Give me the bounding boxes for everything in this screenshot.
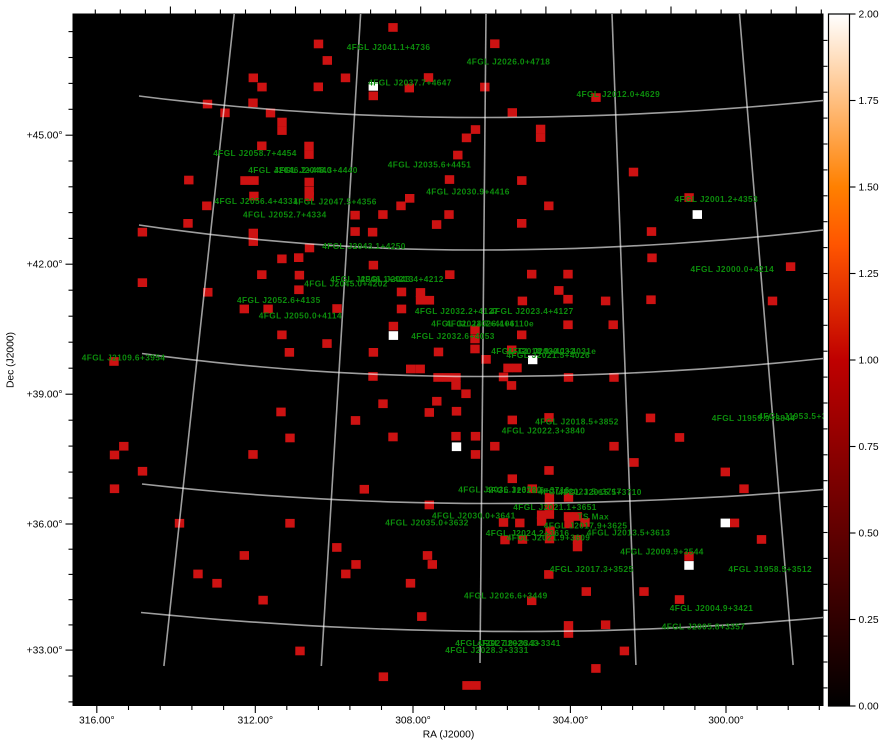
svg-text:4FGL J2000.0+4214: 4FGL J2000.0+4214 [690,264,774,274]
svg-text:4FGL J2018.9+4032: 4FGL J2018.9+4032 [491,346,575,356]
svg-text:4FGL J2036.1+3720: 4FGL J2036.1+3720 [458,485,542,495]
svg-text:4FGL J2047.5+4356: 4FGL J2047.5+4356 [293,196,377,206]
svg-text:2.00: 2.00 [859,10,879,21]
svg-text:4FGL J2043.4+4212: 4FGL J2043.4+4212 [360,274,444,284]
svg-text:4FGL J2017.3+3525: 4FGL J2017.3+3525 [550,564,634,574]
svg-text:+36.00°: +36.00° [27,520,63,531]
svg-text:308.00°: 308.00° [395,716,431,727]
svg-text:4FGL J2048.3+4440: 4FGL J2048.3+4440 [274,165,358,175]
svg-text:4FGL J2026.3+3341: 4FGL J2026.3+3341 [477,638,561,648]
svg-text:4FGL J2009.9+3544: 4FGL J2009.9+3544 [620,546,704,556]
svg-text:312.00°: 312.00° [237,716,273,727]
svg-text:1.50: 1.50 [859,183,879,194]
svg-text:TS Max: TS Max [578,511,610,521]
svg-text:4FGL J2017.9+3625: 4FGL J2017.9+3625 [544,521,628,531]
svg-text:4FGL J2022.3+3840: 4FGL J2022.3+3840 [502,426,586,436]
svg-text:4FGL J2035.0+3632: 4FGL J2035.0+3632 [385,518,469,528]
svg-text:4FGL J2018.5+3852: 4FGL J2018.5+3852 [535,416,619,426]
svg-text:4FGL J1953.5+3816: 4FGL J1953.5+3816 [758,411,842,421]
svg-text:4FGL J2043.1+4250: 4FGL J2043.1+4250 [322,241,406,251]
svg-text:4FGL J2032.6+4053: 4FGL J2032.6+4053 [411,331,495,341]
svg-text:4FGL J2028.3+3331: 4FGL J2028.3+3331 [445,645,529,655]
svg-text:4FGL J2027.0+3343: 4FGL J2027.0+3343 [455,638,539,648]
svg-text:4FGL J2021.5+4026: 4FGL J2021.5+4026 [506,350,590,360]
svg-text:304.00°: 304.00° [553,716,589,727]
svg-text:4FGL J2005.8+3357: 4FGL J2005.8+3357 [662,622,746,632]
svg-text:0.25: 0.25 [859,615,879,626]
svg-text:4FGL J2028.6+3716: 4FGL J2028.6+3716 [486,485,570,495]
svg-text:4FGL J2026.4+4110e: 4FGL J2026.4+4110e [446,319,534,329]
svg-text:+39.00°: +39.00° [27,390,63,401]
svg-text:4FGL J2026.0+4718: 4FGL J2026.0+4718 [467,56,551,66]
svg-text:300.00°: 300.00° [708,716,744,727]
svg-text:1.25: 1.25 [859,269,879,280]
svg-text:1.00: 1.00 [859,356,879,367]
svg-text:4FGL J2026.6+3449: 4FGL J2026.6+3449 [464,590,548,600]
svg-text:4FGL J2046.1+4213: 4FGL J2046.1+4213 [330,274,414,284]
svg-text:4FGL J2013.5+3613: 4FGL J2013.5+3613 [587,528,671,538]
svg-text:4FGL J2058.7+4454: 4FGL J2058.7+4454 [213,148,297,158]
svg-text:0.50: 0.50 [859,529,879,540]
svg-text:4FGL J2012.0+4629: 4FGL J2012.0+4629 [576,89,660,99]
svg-text:0.75: 0.75 [859,442,879,453]
svg-text:4FGL J1959.9+3844: 4FGL J1959.9+3844 [712,413,796,423]
svg-text:4FGL J2030.1+4031e: 4FGL J2030.1+4031e [508,346,597,356]
svg-text:4FGL J2050.0+4114: 4FGL J2050.0+4114 [259,311,342,321]
svg-text:4FGL J2024.7+4106: 4FGL J2024.7+4106 [431,319,515,329]
svg-text:RA (J2000): RA (J2000) [423,730,475,741]
svg-text:+45.00°: +45.00° [27,131,63,142]
svg-text:4FGL J1958.5+3512: 4FGL J1958.5+3512 [728,564,812,574]
svg-text:4FGL J2030.9+4416: 4FGL J2030.9+4416 [426,186,510,196]
svg-text:4FGL J2032.2+4127: 4FGL J2032.2+4127 [415,306,499,316]
svg-text:1.75: 1.75 [859,96,879,107]
svg-text:4FGL J2056.4+4331: 4FGL J2056.4+4331 [214,196,298,206]
svg-text:4FGL J2045.0+4202: 4FGL J2045.0+4202 [304,279,388,289]
svg-text:4FGL J2037.7+4647: 4FGL J2037.7+4647 [368,78,452,88]
svg-text:0.00: 0.00 [859,702,879,713]
svg-text:4FGL J2052.6+4135: 4FGL J2052.6+4135 [237,295,321,305]
svg-text:4FGL J2021.9+3609: 4FGL J2021.9+3609 [507,533,591,543]
svg-text:4FGL J2015.5+3710: 4FGL J2015.5+3710 [558,487,642,497]
svg-text:+42.00°: +42.00° [27,260,63,271]
svg-text:4FGL J2023.4+4127: 4FGL J2023.4+4127 [490,306,574,316]
svg-text:+33.00°: +33.00° [27,646,63,657]
svg-text:316.00°: 316.00° [79,716,115,727]
svg-text:4FGL J2021.5+3717: 4FGL J2021.5+3717 [538,487,622,497]
svg-text:4FGL J2030.0+3641: 4FGL J2030.0+3641 [432,511,516,521]
svg-text:4FGL J2052.7+4334: 4FGL J2052.7+4334 [243,210,327,220]
svg-text:4FGL J2024.2+3616: 4FGL J2024.2+3616 [486,528,570,538]
svg-text:4FGL J2021.1+3651: 4FGL J2021.1+3651 [513,502,597,512]
svg-text:4FGL J2046.2+4440: 4FGL J2046.2+4440 [248,165,332,175]
svg-text:Dec (J2000): Dec (J2000) [6,332,17,388]
svg-text:4FGL J2001.2+4353: 4FGL J2001.2+4353 [674,194,758,204]
svg-text:4FGL J2004.9+3421: 4FGL J2004.9+3421 [670,603,754,613]
svg-text:4FGL J2035.6+4451: 4FGL J2035.6+4451 [388,160,472,170]
svg-text:4FGL J2109.6+3954: 4FGL J2109.6+3954 [82,353,166,363]
svg-text:4FGL J2041.1+4736: 4FGL J2041.1+4736 [347,42,431,52]
